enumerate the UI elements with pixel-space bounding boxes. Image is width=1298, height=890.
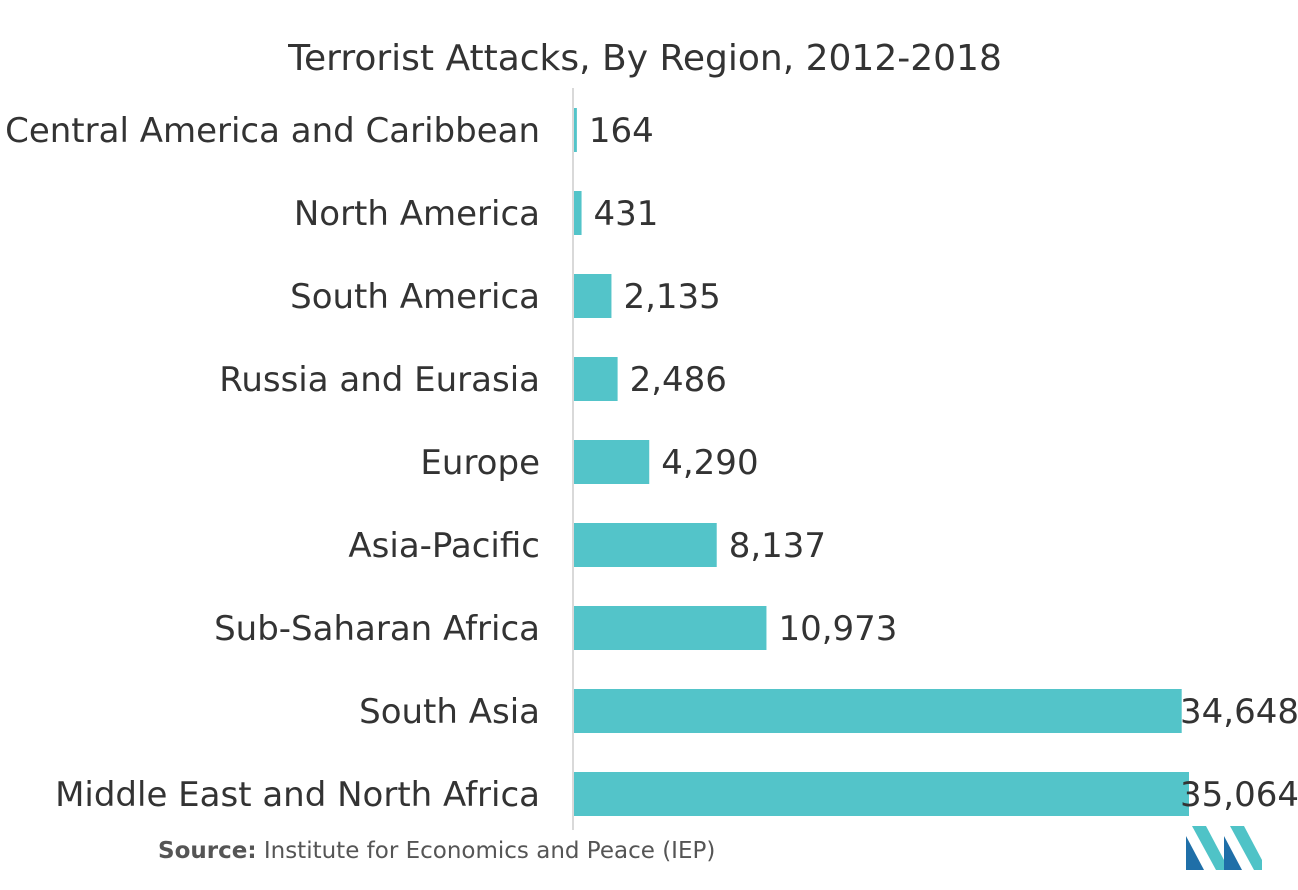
bar — [574, 357, 618, 401]
bar — [574, 108, 577, 152]
source-note: Source: Institute for Economics and Peac… — [158, 838, 715, 864]
value-label: 2,486 — [630, 360, 727, 400]
category-label: Russia and Eurasia — [219, 360, 540, 400]
value-label: 35,064 — [1180, 775, 1298, 815]
bar — [574, 689, 1182, 733]
value-label: 10,973 — [778, 609, 897, 649]
bars-group: Central America and Caribbean 164 North Am… — [5, 108, 1298, 816]
category-label: Sub-Saharan Africa — [214, 609, 540, 649]
bar — [574, 772, 1189, 816]
bar — [574, 191, 582, 235]
bar — [574, 440, 650, 484]
category-label: North America — [294, 194, 540, 234]
value-label: 34,648 — [1180, 692, 1298, 732]
chart-title: Terrorist Attacks, By Region, 2012-2018 — [288, 38, 1002, 79]
value-label: 2,135 — [623, 277, 720, 317]
category-label: Central America and Caribbean — [5, 111, 540, 151]
category-label: South America — [290, 277, 540, 317]
bar-chart: Central America and Caribbean 164 North Am… — [5, 88, 1298, 830]
source-prefix: Source: — [158, 838, 257, 864]
value-label: 164 — [589, 111, 654, 151]
category-label: Middle East and North Africa — [55, 775, 540, 815]
category-label: South Asia — [359, 692, 540, 732]
category-label: Europe — [420, 443, 540, 483]
bar — [574, 274, 612, 318]
bar — [574, 523, 717, 567]
value-label: 431 — [594, 194, 659, 234]
category-label: Asia-Pacific — [348, 526, 540, 566]
bar — [574, 606, 767, 650]
source-text: Institute for Economics and Peace (IEP) — [263, 838, 716, 864]
mordor-intelligence-logo-icon — [1186, 826, 1262, 870]
value-label: 8,137 — [729, 526, 826, 566]
value-label: 4,290 — [661, 443, 758, 483]
